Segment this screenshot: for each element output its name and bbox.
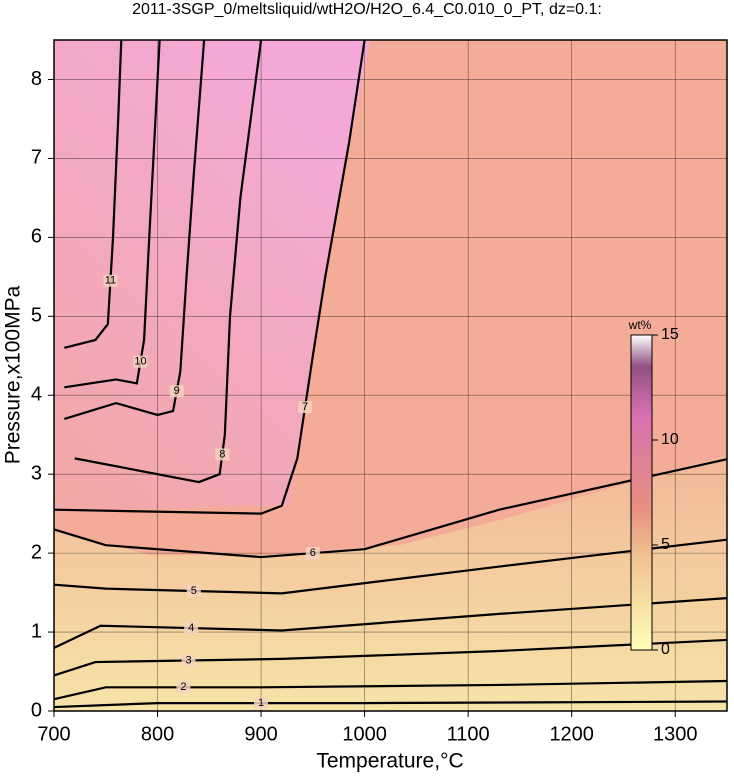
y-tick-label: 5 <box>31 305 42 327</box>
region-low <box>54 455 727 711</box>
x-tick-label: 900 <box>244 723 277 745</box>
contour-label: 2 <box>180 681 186 693</box>
colorbar-label: wt% <box>628 318 652 332</box>
contour-label-bg <box>298 401 313 414</box>
contour-line <box>53 538 728 595</box>
colorbar-tick-label: 10 <box>661 431 679 448</box>
contour-label-bg <box>103 274 118 287</box>
contour-label: 9 <box>174 385 180 397</box>
contour-label-bg <box>169 385 184 398</box>
contour-line <box>64 39 161 389</box>
region-high <box>54 40 370 510</box>
y-tick-label: 6 <box>31 226 42 248</box>
contour-label: 5 <box>191 585 197 597</box>
colorbar-tick-label: 15 <box>661 326 679 343</box>
contour-label: 6 <box>310 547 316 559</box>
chart-title: 2011-3SGP_0/meltsliquid/wtH2O/H2O_6.4_C0… <box>132 1 602 18</box>
contour-label: 4 <box>188 622 194 634</box>
contour-label: 10 <box>134 356 146 368</box>
contour-label: 1 <box>258 697 264 709</box>
y-tick-label: 0 <box>31 699 42 721</box>
contour-label-bg <box>176 681 191 694</box>
contour-label: 8 <box>219 448 225 460</box>
contour-label-bg <box>181 654 196 667</box>
x-tick-label: 1000 <box>342 723 387 745</box>
contour-line <box>74 39 263 484</box>
contour-label: 7 <box>302 401 308 413</box>
colorbar <box>630 334 653 651</box>
x-tick-label: 700 <box>37 723 70 745</box>
contour-label-bg <box>133 355 148 368</box>
y-axis-label: Pressure,x100MPa <box>2 285 25 464</box>
contour-line <box>53 597 728 649</box>
colorbar-tick-label: 5 <box>661 536 670 553</box>
contour-label: 3 <box>186 654 192 666</box>
y-tick-label: 3 <box>31 462 42 484</box>
colorbar-tick-label: 0 <box>661 641 670 658</box>
contour-label-bg <box>215 448 230 461</box>
y-tick-label: 1 <box>31 620 42 642</box>
y-tick-label: 2 <box>31 541 42 563</box>
contour-line <box>53 679 728 701</box>
y-tick-label: 4 <box>31 384 42 406</box>
x-tick-label: 800 <box>141 723 174 745</box>
plot-frame <box>53 39 728 712</box>
x-axis-label: Temperature,°C <box>316 750 463 773</box>
x-tick-label: 1200 <box>549 723 594 745</box>
x-tick-label: 1100 <box>447 723 490 745</box>
contour-label: 11 <box>105 275 116 287</box>
contour-line <box>53 638 728 677</box>
contour-label-bg <box>254 697 269 710</box>
contour-label-bg <box>305 547 320 560</box>
contour-label-bg <box>186 585 201 598</box>
x-tick-label: 1300 <box>653 723 698 745</box>
y-tick-label: 7 <box>31 147 42 169</box>
contour-label-bg <box>184 622 199 635</box>
y-tick-label: 8 <box>31 68 42 90</box>
